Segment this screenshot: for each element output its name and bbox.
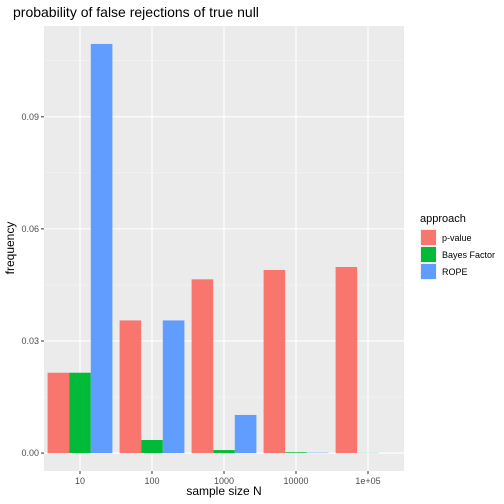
bars [47, 43, 379, 454]
y-axis-title: frequency [3, 222, 17, 275]
bar-rope [90, 43, 113, 454]
bar-p-value [47, 372, 70, 454]
y-tick-label: 0.00 [21, 448, 39, 458]
legend: approach p-value Bayes Factor ROPE [420, 213, 495, 280]
x-tick-label: 1e+05 [355, 476, 380, 486]
legend-label: ROPE [442, 267, 468, 277]
x-axis-title: sample size N [186, 484, 261, 498]
x-axis-ticks: 10 100 1000 10000 1e+05 [75, 471, 381, 486]
legend-swatch [421, 230, 436, 245]
bar-bayes-factor [141, 439, 163, 454]
y-tick-label: 0.03 [21, 336, 39, 346]
legend-title: approach [420, 213, 466, 225]
legend-label: p-value [442, 233, 472, 243]
legend-swatch [421, 247, 436, 262]
bar-p-value [335, 266, 358, 454]
bar-p-value [263, 269, 286, 454]
bar-p-value [191, 279, 214, 454]
bar-bayes-factor [69, 372, 91, 454]
y-tick-label: 0.06 [21, 224, 39, 234]
bar-p-value [119, 320, 142, 454]
chart-title: probability of false rejections of true … [13, 4, 259, 20]
y-tick-label: 0.09 [21, 112, 39, 122]
y-axis-ticks: 0.00 0.03 0.06 0.09 [21, 112, 44, 458]
bar-bayes-factor [213, 450, 235, 454]
x-tick-label: 10000 [283, 476, 308, 486]
x-tick-label: 1000 [214, 476, 234, 486]
legend-swatch [421, 264, 436, 279]
bar-rope [234, 414, 257, 454]
x-tick-label: 100 [144, 476, 159, 486]
x-tick-label: 10 [75, 476, 85, 486]
legend-label: Bayes Factor [442, 250, 495, 260]
bar-rope [162, 320, 185, 454]
bar-bayes-factor [285, 452, 307, 454]
